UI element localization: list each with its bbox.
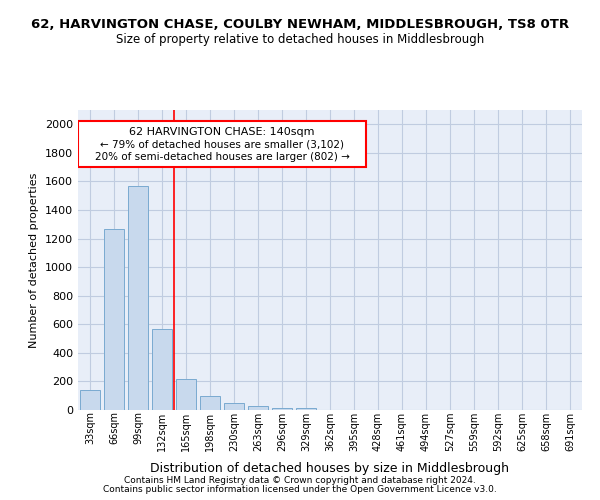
Bar (176, 380, 196, 410)
X-axis label: Distribution of detached houses by size in Middlesbrough: Distribution of detached houses by size … (151, 462, 509, 475)
Bar (104, 228, 124, 410)
Bar (224, 403, 244, 410)
Bar (128, 186, 148, 410)
Text: 62, HARVINGTON CHASE, COULBY NEWHAM, MIDDLESBROUGH, TS8 0TR: 62, HARVINGTON CHASE, COULBY NEWHAM, MID… (31, 18, 569, 30)
Bar (152, 328, 172, 410)
Text: ← 79% of detached houses are smaller (3,102): ← 79% of detached houses are smaller (3,… (100, 140, 344, 149)
Text: Contains public sector information licensed under the Open Government Licence v3: Contains public sector information licen… (103, 485, 497, 494)
Text: Size of property relative to detached houses in Middlesbrough: Size of property relative to detached ho… (116, 32, 484, 46)
Bar (200, 396, 220, 410)
Text: 20% of semi-detached houses are larger (802) →: 20% of semi-detached houses are larger (… (95, 152, 349, 162)
Text: Contains HM Land Registry data © Crown copyright and database right 2024.: Contains HM Land Registry data © Crown c… (124, 476, 476, 485)
Bar (248, 406, 268, 410)
Bar (80, 390, 100, 410)
Text: 62 HARVINGTON CHASE: 140sqm: 62 HARVINGTON CHASE: 140sqm (129, 126, 315, 136)
Y-axis label: Number of detached properties: Number of detached properties (29, 172, 40, 348)
Bar (296, 408, 316, 410)
Bar (272, 408, 292, 410)
Bar (79, 122, 365, 167)
